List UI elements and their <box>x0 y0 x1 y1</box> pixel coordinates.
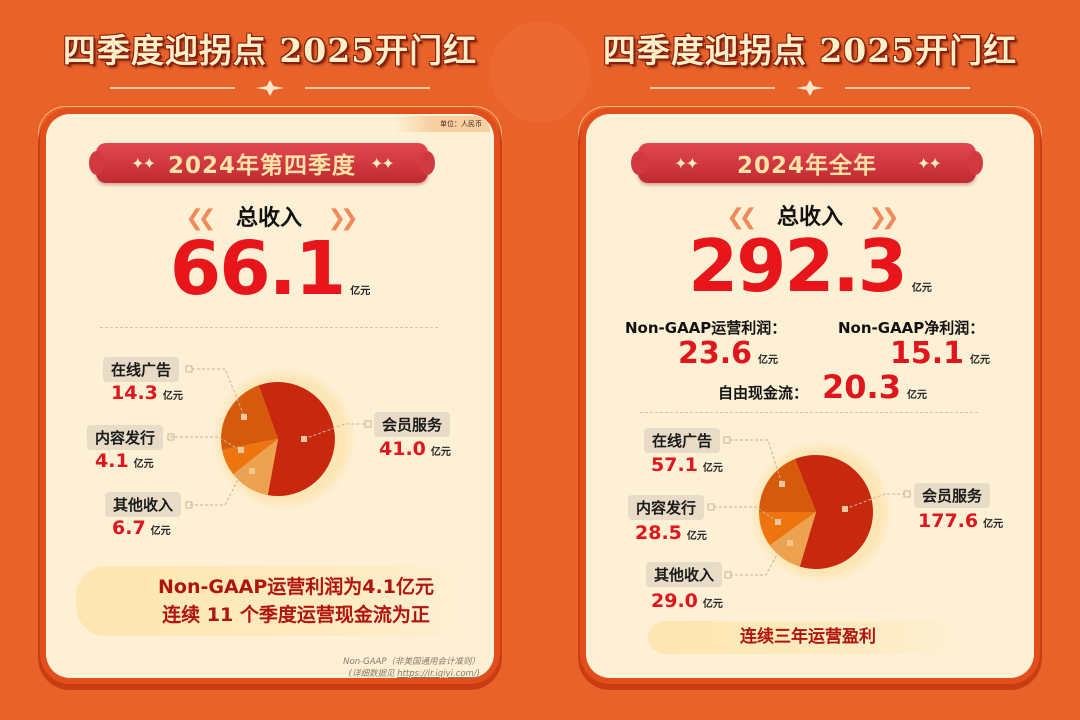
card-border <box>38 106 502 686</box>
fy-panel: 四季度迎拐点 2025开门红 ✦✦ 2024年全年 ✦✦ ❮❮ 总收入 ❯❯ 2… <box>540 0 1080 720</box>
card-border <box>578 106 1042 686</box>
legend-label-ads: 在线广告 <box>103 357 180 382</box>
metric-label-op-profit: Non-GAAP运营利润： <box>625 319 787 337</box>
sparkle-icon: ✦✦ <box>674 153 699 173</box>
legend-value-other: 6.7 亿元 <box>112 517 171 539</box>
divider-ornament <box>110 78 430 98</box>
legend-value-ads: 14.3 亿元 <box>111 382 183 404</box>
fy-pie-chart <box>707 436 911 579</box>
total-revenue-label: ❮❮ 总收入 ❯❯ <box>185 206 358 231</box>
banner-title: 2024年全年 <box>736 153 877 179</box>
metric-label-net-profit: Non-GAAP净利润： <box>838 319 985 337</box>
total-revenue-label: ❮❮ 总收入 ❯❯ <box>726 205 899 230</box>
legend-value-distribution: 28.5 亿元 <box>635 522 707 544</box>
legend-label-membership: 会员服务 <box>914 483 991 508</box>
legend-label-distribution: 内容发行 <box>87 425 164 450</box>
legend-label-other: 其他收入 <box>646 562 723 587</box>
unit-tag: 单位：人民币 <box>395 116 490 132</box>
legend-label-other: 其他收入 <box>105 492 182 517</box>
legend-value-membership: 41.0 亿元 <box>379 438 451 460</box>
metric-value-net-profit: 15.1 亿元 <box>890 336 991 371</box>
footnote: Non-GAAP（非美国通用会计准则） (详细数据见 https://ir.iq… <box>343 657 480 679</box>
slice-membership <box>258 382 335 497</box>
sparkle-icon: ✦✦ <box>370 153 395 173</box>
fy-banner: ✦✦ 2024年全年 ✦✦ <box>631 143 983 183</box>
q4-pie-chart <box>167 365 372 509</box>
total-revenue-value: 66.1 亿元 <box>169 226 371 312</box>
headline: 四季度迎拐点 2025开门红 <box>62 31 478 70</box>
legend-value-ads: 57.1 亿元 <box>651 454 723 476</box>
slice-ads <box>221 385 278 450</box>
divider <box>640 412 978 413</box>
fy-highlight-callout: 连续三年运营盈利 <box>648 621 968 654</box>
headline: 四季度迎拐点 2025开门红 <box>602 31 1018 70</box>
legend-label-distribution: 内容发行 <box>628 495 705 520</box>
metric-value-op-profit: 23.6 亿元 <box>678 336 779 371</box>
q4-banner: ✦✦ 2024年第四季度 ✦✦ <box>89 143 435 183</box>
banner-title: 2024年第四季度 <box>167 153 356 179</box>
legend-value-membership: 177.6 亿元 <box>918 510 1004 532</box>
q4-highlight-callout: Non-GAAP运营利润为4.1亿元 连续 11 个季度运营现金流为正 <box>76 566 476 636</box>
divider <box>100 327 438 328</box>
slice-distribution <box>222 439 278 475</box>
total-revenue-value: 292.3 亿元 <box>688 224 932 308</box>
metric-label-fcf: 自由现金流： <box>718 384 809 402</box>
sparkle-icon: ✦✦ <box>917 153 942 173</box>
legend-value-distribution: 4.1 亿元 <box>95 450 154 472</box>
legend-label-ads: 在线广告 <box>644 428 721 453</box>
sparkle-icon: ✦✦ <box>131 153 156 173</box>
q4-panel: 四季度迎拐点 2025开门红 单位：人民币 ✦✦ 2024年第四季度 ✦✦ ❮❮… <box>38 31 502 686</box>
divider-ornament <box>650 78 970 98</box>
legend-value-other: 29.0 亿元 <box>651 590 723 612</box>
ir-link[interactable]: https://ir.iqiyi.com/ <box>397 669 477 679</box>
legend-label-membership: 会员服务 <box>374 412 451 437</box>
metric-value-fcf: 20.3 亿元 <box>822 368 927 406</box>
slice-other <box>233 439 278 496</box>
